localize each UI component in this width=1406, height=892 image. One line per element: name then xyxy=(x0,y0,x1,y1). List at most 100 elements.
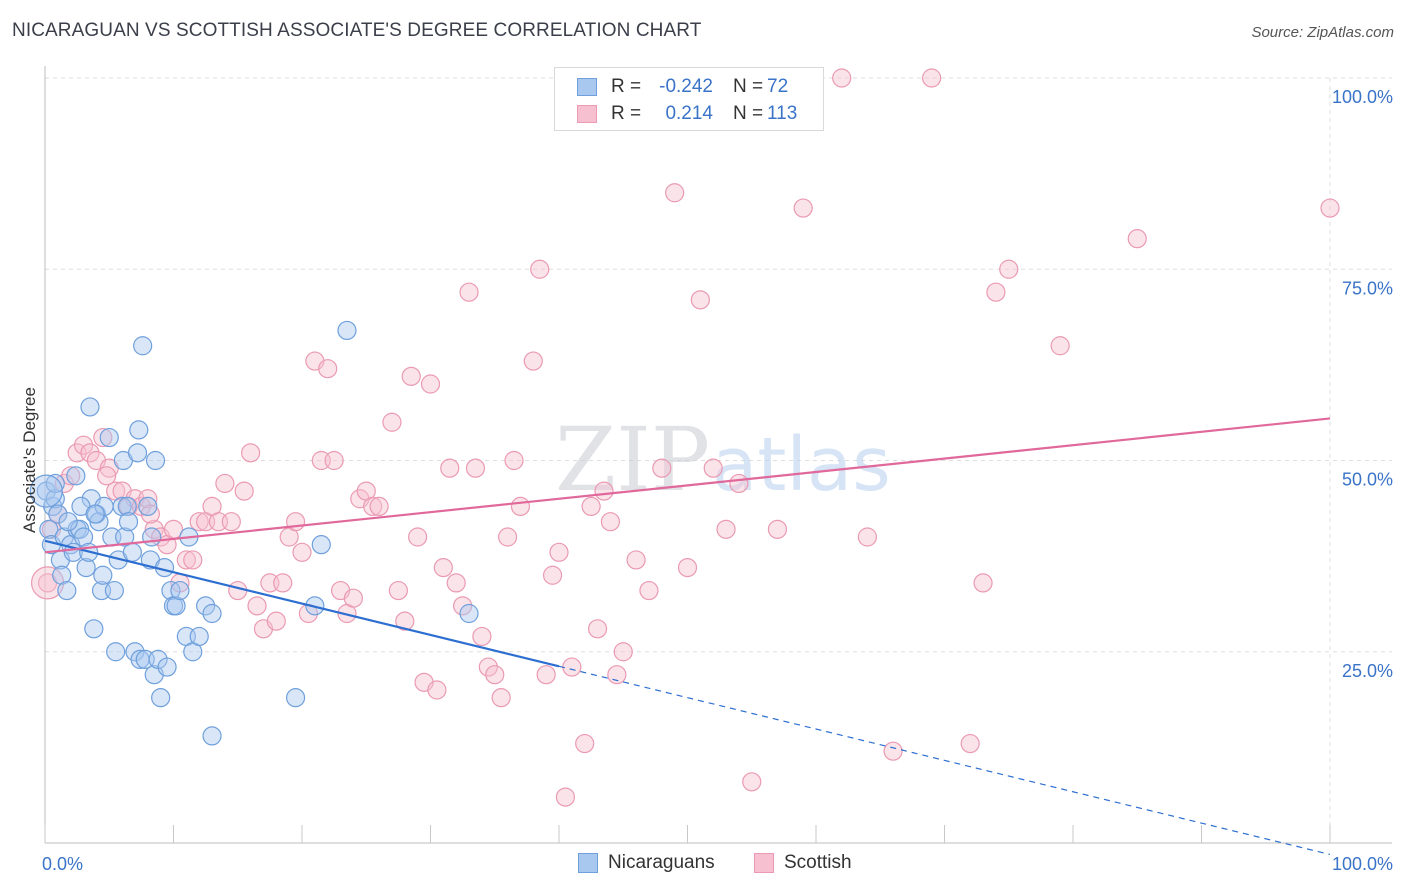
data-point xyxy=(433,557,453,578)
data-point xyxy=(157,657,177,677)
n-label: N = xyxy=(733,103,764,124)
data-point xyxy=(183,550,203,570)
data-point xyxy=(395,611,415,631)
y-tick-label: 25.0% xyxy=(1342,661,1393,681)
data-point xyxy=(440,458,460,478)
data-point xyxy=(408,527,428,547)
nicaraguans-swatch xyxy=(577,78,597,96)
data-point xyxy=(138,489,158,509)
data-point xyxy=(472,626,492,647)
data-point xyxy=(832,68,852,88)
data-point xyxy=(234,481,254,501)
stats-row-scottish: R = 0.214 N = 113 xyxy=(555,102,823,128)
data-point xyxy=(1127,229,1147,249)
data-point xyxy=(273,573,293,593)
data-point xyxy=(562,657,582,677)
data-point xyxy=(388,580,408,601)
data-point xyxy=(883,741,903,761)
data-point xyxy=(523,351,543,371)
data-point xyxy=(652,458,672,478)
data-point xyxy=(491,688,511,708)
tick-labels: 25.0% 50.0% 75.0% 100.0% 0.0% 100.0% xyxy=(42,87,1393,874)
data-point xyxy=(311,535,331,555)
data-point xyxy=(45,489,65,509)
nicaraguans-trend-line xyxy=(44,539,560,668)
data-point xyxy=(459,603,479,624)
n-value: 72 xyxy=(767,76,789,97)
stats-legend: R = -0.242 N = 72 R = 0.214 N = 113 xyxy=(554,67,824,131)
data-point xyxy=(549,542,569,562)
data-point xyxy=(170,580,190,601)
data-point xyxy=(504,450,524,471)
data-point xyxy=(587,619,608,639)
data-point xyxy=(76,557,96,578)
data-point xyxy=(542,565,563,585)
data-point xyxy=(144,519,164,539)
n-value: 113 xyxy=(767,103,798,124)
data-point xyxy=(127,443,148,463)
data-point xyxy=(189,626,209,647)
y-axis-label: Associate's Degree xyxy=(20,387,39,533)
data-point xyxy=(196,596,216,616)
data-point xyxy=(176,550,196,570)
r-label: R = xyxy=(611,103,642,124)
watermark-zip: ZIP xyxy=(555,408,710,511)
data-point xyxy=(118,512,139,532)
data-point xyxy=(106,642,126,662)
data-point xyxy=(202,726,222,746)
data-point xyxy=(189,512,209,532)
data-point xyxy=(1320,198,1340,218)
data-point xyxy=(690,290,710,310)
data-point xyxy=(607,665,627,685)
data-point xyxy=(401,366,421,386)
data-point xyxy=(285,688,306,708)
y-tick-label: 50.0% xyxy=(1342,470,1393,490)
data-point xyxy=(594,481,614,501)
data-point xyxy=(453,596,473,616)
data-point xyxy=(228,580,248,601)
data-point xyxy=(337,320,357,341)
y-tick-label: 75.0% xyxy=(1342,278,1393,298)
data-point xyxy=(767,519,788,539)
data-point xyxy=(122,542,142,562)
data-point xyxy=(446,573,466,593)
data-point xyxy=(39,519,59,539)
data-point xyxy=(93,565,113,585)
data-point xyxy=(166,596,186,616)
data-point xyxy=(716,519,736,539)
data-point xyxy=(343,588,363,608)
scottish-points xyxy=(30,68,1340,807)
scottish-trend-line xyxy=(44,417,1331,554)
watermark: ZIP atlas xyxy=(555,408,891,511)
scottish-swatch xyxy=(754,853,774,873)
data-point xyxy=(142,527,162,547)
data-point xyxy=(382,412,402,432)
data-point xyxy=(510,496,531,516)
data-point xyxy=(318,359,338,379)
data-point xyxy=(478,657,498,677)
data-point xyxy=(292,542,312,562)
data-point xyxy=(639,580,659,601)
data-point xyxy=(133,336,153,356)
data-point xyxy=(613,642,633,662)
y-tick-label: 100.0% xyxy=(1332,87,1393,107)
n-label: N = xyxy=(733,76,764,97)
source-label: Source: ZipAtlas.com xyxy=(1251,24,1394,41)
data-point xyxy=(369,496,389,516)
trend-lines xyxy=(44,417,1331,856)
data-point xyxy=(129,420,149,440)
data-point xyxy=(973,573,993,593)
stats-row-nicaraguans: R = -0.242 N = 72 xyxy=(555,75,823,101)
data-point xyxy=(986,282,1006,302)
data-point xyxy=(85,504,105,524)
data-point xyxy=(427,680,447,700)
r-value: 0.214 xyxy=(665,103,713,124)
x-tick-label: 100.0% xyxy=(1332,854,1393,874)
legend-label: Scottish xyxy=(784,852,852,873)
data-point xyxy=(80,397,100,417)
chart-title: NICARAGUAN VS SCOTTISH ASSOCIATE'S DEGRE… xyxy=(12,20,702,41)
data-point xyxy=(104,580,124,601)
data-point xyxy=(66,466,86,486)
data-point xyxy=(575,733,595,754)
data-point xyxy=(581,496,601,516)
